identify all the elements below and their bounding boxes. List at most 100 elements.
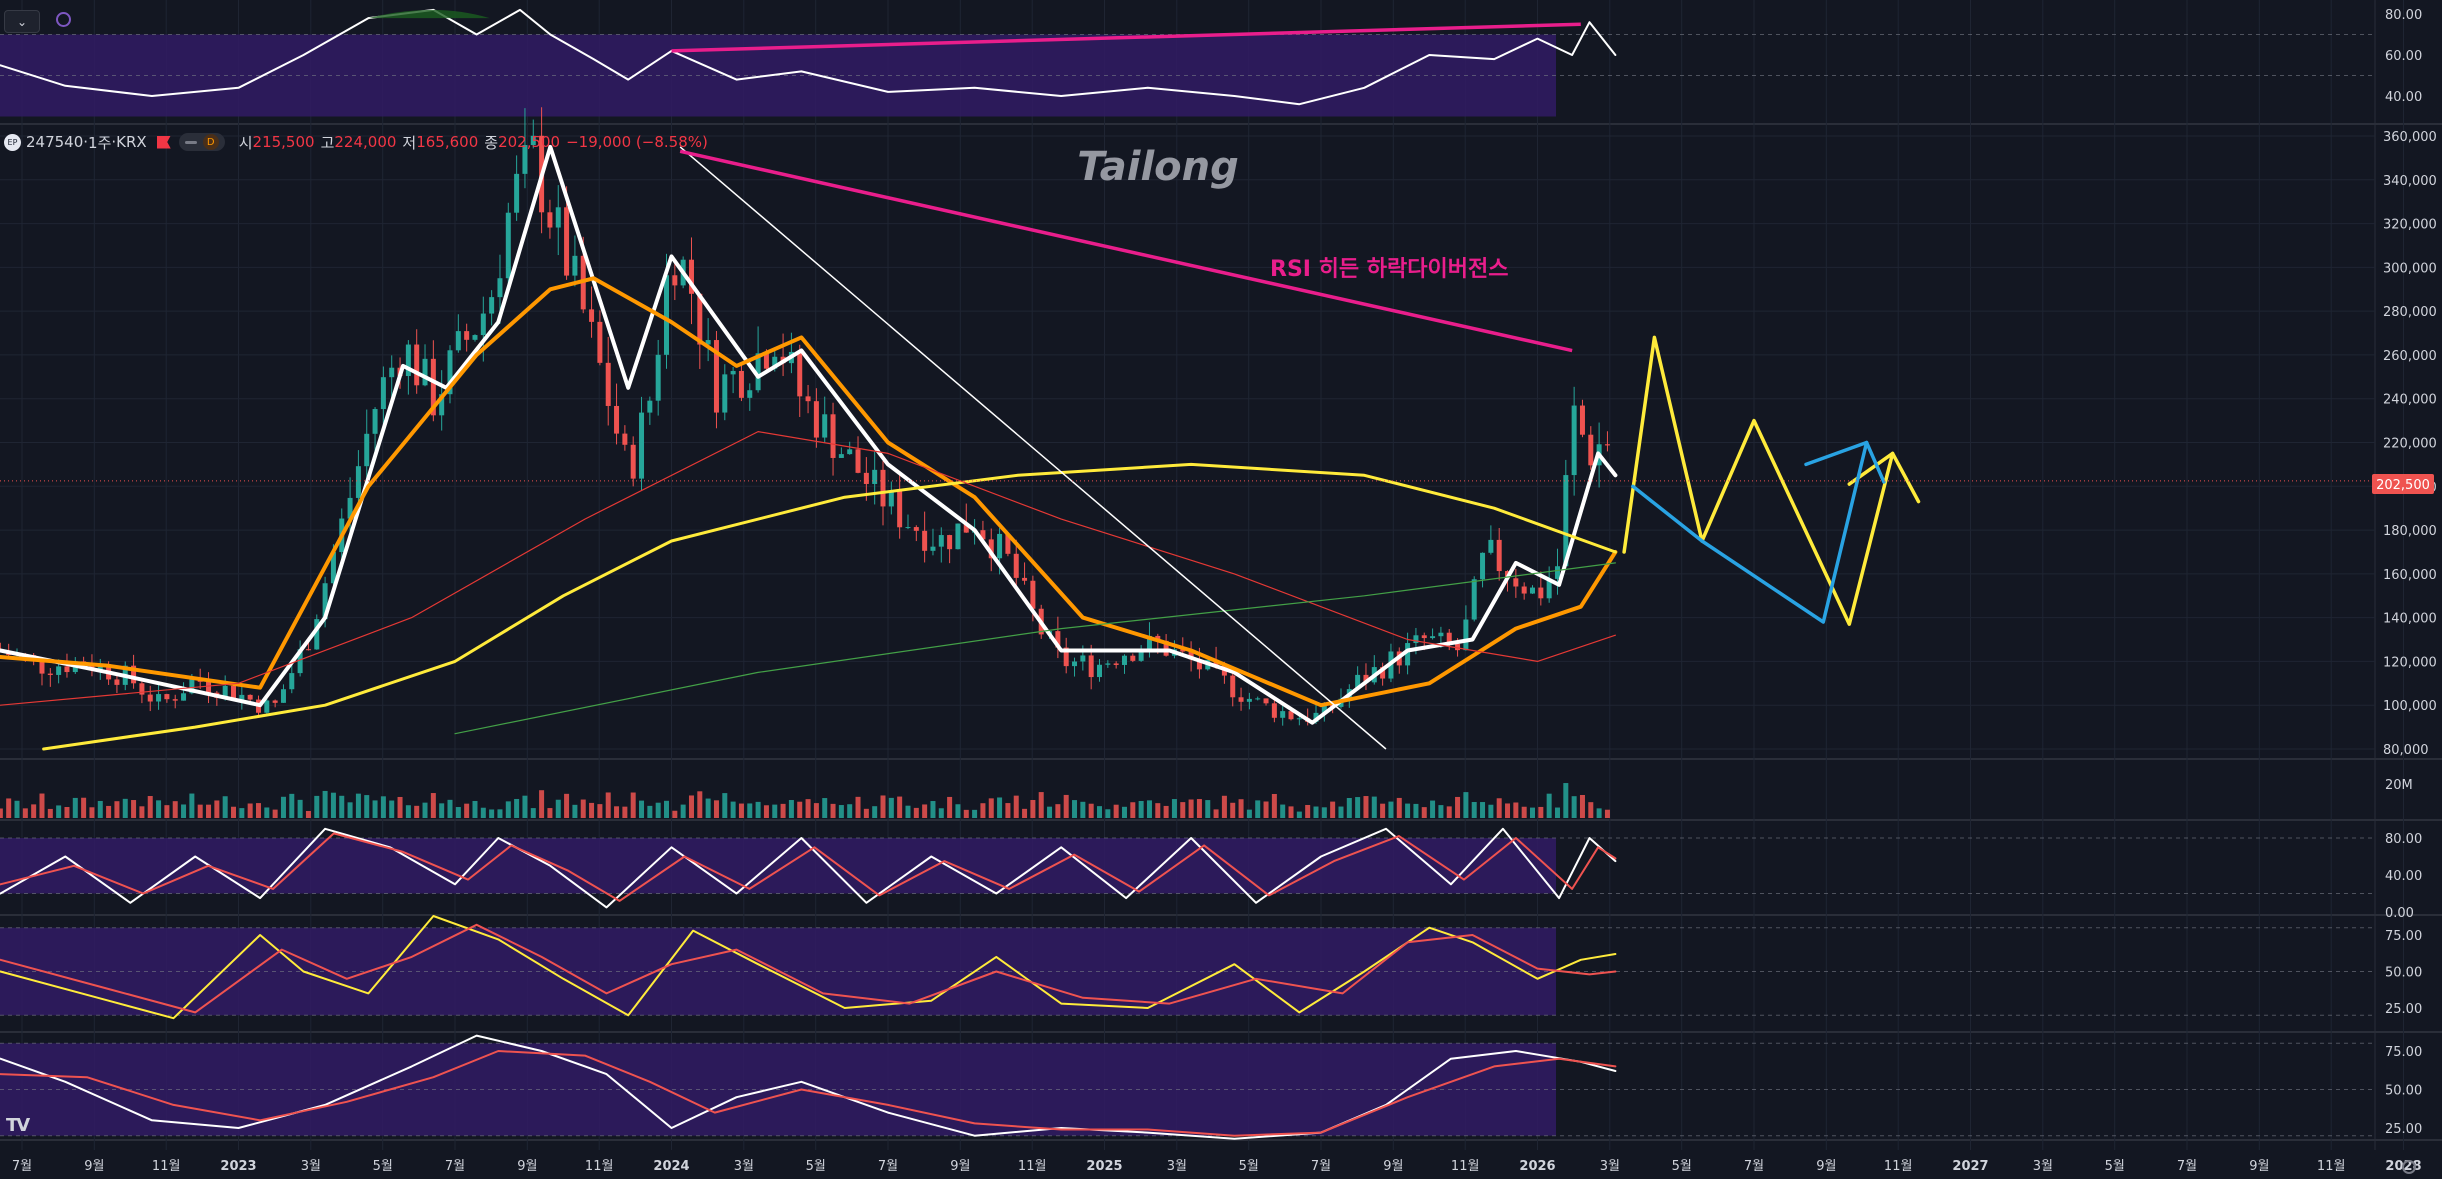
diagonal-trendline <box>679 146 1387 750</box>
candle-body <box>322 583 328 620</box>
volume-bar <box>1488 804 1494 818</box>
candle-body <box>589 309 595 322</box>
candle-body <box>955 523 961 550</box>
time-axis-tick: 5월 <box>2105 1159 2125 1174</box>
volume-bar <box>1430 800 1436 818</box>
candle-body <box>272 700 278 703</box>
price-axis-tick: 140,000 <box>2383 612 2437 627</box>
volume-bar <box>64 807 70 818</box>
symbol-code[interactable]: 247540 <box>26 133 84 151</box>
volume-bar <box>647 805 653 818</box>
volume-bar <box>1080 801 1086 818</box>
volume-bar <box>1105 809 1111 818</box>
volume-bar <box>272 809 278 818</box>
rsi-line <box>0 8 1617 106</box>
volume-bar <box>1546 793 1552 818</box>
candle-body <box>147 694 153 702</box>
candle-body <box>639 412 645 479</box>
volume-bar <box>788 800 794 818</box>
candle-body <box>1288 711 1294 720</box>
candle-body <box>247 694 253 700</box>
candle-body <box>1196 659 1202 670</box>
volume-bar <box>897 796 903 818</box>
volume-bar <box>1596 808 1602 818</box>
candle-body <box>830 414 836 458</box>
candle-body <box>888 490 894 507</box>
candle-body <box>522 145 528 174</box>
candle-body <box>1604 444 1610 446</box>
volume-bar <box>1579 794 1585 818</box>
volume-bar <box>164 805 170 818</box>
volume-bar <box>1213 809 1219 818</box>
volume-bar <box>888 797 894 818</box>
volume-bar <box>1163 805 1169 818</box>
candle-body <box>314 619 320 650</box>
candle-body <box>1030 580 1036 609</box>
rsi-axis-tick: 60.00 <box>2385 49 2422 64</box>
time-axis-tick: 7월 <box>878 1159 898 1174</box>
collapse-pane-button[interactable]: ⌄ <box>4 10 40 33</box>
candle-body <box>239 694 245 701</box>
flag-icon[interactable] <box>156 135 171 149</box>
candle-body <box>1554 566 1560 579</box>
stoch-axis-tick: 0.00 <box>2385 906 2414 921</box>
candle-body <box>630 444 636 479</box>
candle-body <box>1188 651 1194 660</box>
last-price-tag: 202,500 <box>2372 474 2434 494</box>
time-axis-tick: 11월 <box>1884 1159 1913 1174</box>
candle-body <box>1463 619 1469 651</box>
candle-body <box>963 523 969 533</box>
time-axis-tick: 5월 <box>373 1159 393 1174</box>
candle-body <box>1446 632 1452 644</box>
volume-bar <box>947 796 953 818</box>
stoch-line-D <box>0 832 1617 902</box>
volume-bar <box>56 805 62 818</box>
candle-body <box>164 694 170 700</box>
volume-bar <box>1571 796 1577 818</box>
volume-bar <box>1538 806 1544 818</box>
volume-bar <box>980 803 986 818</box>
volume-bar <box>805 799 811 818</box>
time-axis-tick: 7월 <box>2177 1159 2197 1174</box>
volume-bar <box>22 808 28 818</box>
data-mode-pill[interactable]: D <box>178 133 225 151</box>
symbol-interval[interactable]: 1주 <box>88 133 112 152</box>
volume-bar <box>822 798 828 818</box>
time-axis-tick: 2025 <box>1086 1159 1122 1174</box>
price-axis-tick: 280,000 <box>2383 305 2437 320</box>
candle-body <box>56 666 62 675</box>
indicator-settings-icon[interactable] <box>56 12 71 27</box>
candle-body <box>722 374 728 413</box>
volume-bar <box>1013 795 1019 818</box>
volume-bar <box>614 806 620 818</box>
volume-bar <box>297 799 303 818</box>
volume-bar <box>772 804 778 818</box>
candle-body <box>930 546 936 551</box>
volume-bar <box>414 805 420 818</box>
volume-bar <box>988 798 994 818</box>
volume-bar <box>1030 799 1036 818</box>
tradingview-logo[interactable]: TV <box>6 1115 30 1136</box>
volume-bar <box>963 809 969 818</box>
volume-bar <box>1088 803 1094 818</box>
volume-bar <box>131 800 137 818</box>
candle-body <box>688 259 694 294</box>
low-value: 165,600 <box>416 133 479 151</box>
time-axis-tick: 9월 <box>84 1159 104 1174</box>
settings-icon[interactable] <box>2402 1160 2416 1174</box>
volume-bar <box>255 803 261 818</box>
candle-body <box>405 344 411 377</box>
volume-bar <box>1196 799 1202 818</box>
time-axis-tick: 5월 <box>1672 1159 1692 1174</box>
candle-body <box>1296 718 1302 720</box>
volume-bar <box>605 792 611 818</box>
volume-bar <box>1188 799 1194 818</box>
time-axis-tick: 11월 <box>585 1159 614 1174</box>
volume-bar <box>622 806 628 818</box>
candle-body <box>422 358 428 386</box>
volume-bar <box>1505 803 1511 818</box>
candle-body <box>1130 655 1136 661</box>
time-axis-tick: 7월 <box>12 1159 32 1174</box>
minus-icon <box>184 140 197 144</box>
